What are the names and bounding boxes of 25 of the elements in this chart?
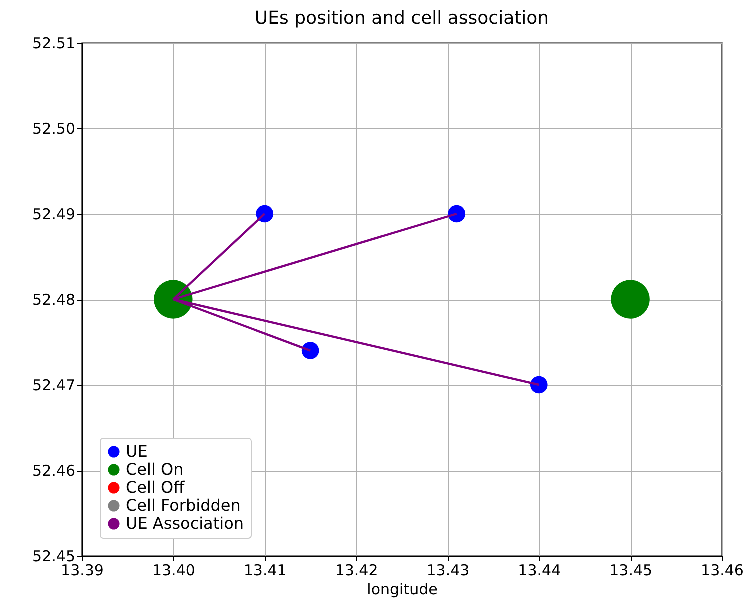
legend-label: UE — [126, 442, 148, 461]
legend-label: Cell Off — [126, 478, 186, 497]
point — [611, 280, 650, 319]
legend-label: Cell On — [126, 460, 184, 479]
y-tick-label: 52.50 — [32, 120, 76, 138]
chart-title: UEs position and cell association — [254, 8, 550, 29]
x-axis-title: longitude — [367, 580, 438, 598]
x-tick-label: 13.45 — [610, 562, 653, 580]
x-tick-label: 13.42 — [335, 562, 378, 580]
legend-label: UE Association — [126, 514, 244, 533]
x-tick-label: 13.46 — [701, 562, 744, 580]
y-tick-label: 52.51 — [32, 34, 76, 52]
y-tick-label: 52.48 — [32, 291, 76, 309]
y-tick-label: 52.49 — [32, 206, 76, 224]
y-tick-label: 52.47 — [32, 376, 76, 394]
y-tick-label: 52.46 — [32, 462, 76, 480]
point — [256, 205, 274, 223]
x-tick-label: 13.43 — [426, 562, 470, 580]
point — [530, 376, 548, 394]
point — [448, 205, 466, 223]
x-tick-label: 13.44 — [518, 562, 562, 580]
legend-label: Cell Forbidden — [126, 496, 241, 515]
point — [302, 342, 320, 360]
x-tick-label: 13.41 — [244, 562, 287, 580]
x-tick-label: 13.40 — [152, 562, 196, 580]
